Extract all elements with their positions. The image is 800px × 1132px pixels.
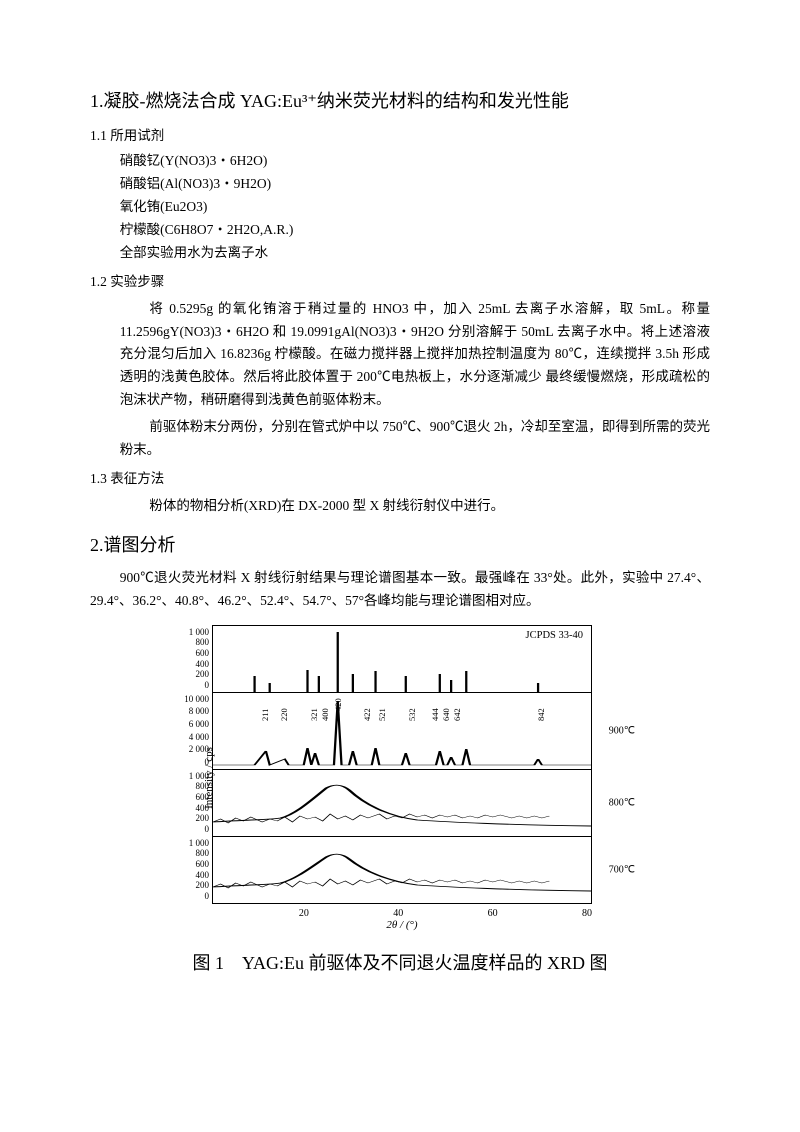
figure-caption: 图 1 YAG:Eu 前驱体及不同退火温度样品的 XRD 图	[90, 949, 710, 975]
ytick: 600	[196, 860, 210, 869]
ytick: 0	[205, 825, 210, 834]
trace-800c-icon	[213, 770, 591, 836]
panel1-yticks: 1 000 800 600 400 200 0	[167, 626, 209, 692]
jcpds-sticks-icon	[213, 626, 591, 692]
ytick: 10 000	[184, 695, 209, 704]
ytick: 800	[196, 849, 210, 858]
s12-paragraph-2: 前驱体粉末分两份，分别在管式炉中以 750℃、900℃退火 2h，冷却至室温，即…	[90, 416, 710, 462]
ytick: 800	[196, 638, 210, 647]
reagent-3: 氧化铕(Eu2O3)	[90, 196, 710, 219]
ytick: 200	[196, 670, 210, 679]
ytick: 600	[196, 649, 210, 658]
trace-900c-icon	[213, 693, 591, 769]
xrd-figure: Intensity / cps JCPDS 33-40 1 000 800 60…	[160, 625, 640, 931]
panel-jcpds: JCPDS 33-40 1 000 800 600 400 200 0	[213, 626, 591, 693]
sub-1-3-head: 1.3 表征方法	[90, 468, 710, 491]
ytick: 400	[196, 804, 210, 813]
ytick: 0	[205, 892, 210, 901]
s2-paragraph-1: 900℃退火荧光材料 X 射线衍射结果与理论谱图基本一致。最强峰在 33°处。此…	[90, 567, 710, 613]
reagent-1: 硝酸钇(Y(NO3)3・6H2O)	[90, 150, 710, 173]
x-axis-ticks: . 20 40 60 80	[212, 904, 592, 919]
reagent-2: 硝酸铝(Al(NO3)3・9H2O)	[90, 173, 710, 196]
ytick: 800	[196, 782, 210, 791]
panel-700c: 1 000 800 600 400 200 0 700℃	[213, 837, 591, 904]
ytick: 600	[196, 793, 210, 802]
ytick: 1 000	[189, 772, 209, 781]
ytick: 400	[196, 871, 210, 880]
xtick: 60	[488, 908, 498, 919]
sub-1-1-head: 1.1 所用试剂	[90, 125, 710, 148]
panel2-yticks: 10 000 8 000 6 000 4 000 2 000 0	[167, 693, 209, 769]
ytick: 200	[196, 881, 210, 890]
panel4-right-label: 700℃	[609, 864, 635, 875]
xtick: 80	[582, 908, 592, 919]
reagent-4: 柠檬酸(C6H8O7・2H2O,A.R.)	[90, 219, 710, 242]
ytick: 8 000	[189, 707, 209, 716]
panel2-right-label: 900℃	[609, 725, 635, 736]
section2-title: 2.谱图分析	[90, 532, 710, 559]
ytick: 200	[196, 814, 210, 823]
ytick: 4 000	[189, 733, 209, 742]
s13-paragraph-1: 粉体的物相分析(XRD)在 DX-2000 型 X 射线衍射仪中进行。	[90, 495, 710, 518]
xtick: 40	[393, 908, 403, 919]
x-axis-label: 2θ / (°)	[212, 919, 592, 931]
ytick: 0	[205, 681, 210, 690]
trace-700c-icon	[213, 837, 591, 903]
ytick: 1 000	[189, 839, 209, 848]
panel-800c: 1 000 800 600 400 200 0 800℃	[213, 770, 591, 837]
section1-title: 1.凝胶-燃烧法合成 YAG:Eu³⁺纳米荧光材料的结构和发光性能	[90, 88, 710, 115]
ytick: 2 000	[189, 745, 209, 754]
reagent-5: 全部实验用水为去离子水	[90, 242, 710, 265]
sub-1-2-head: 1.2 实验步骤	[90, 271, 710, 294]
panel3-yticks: 1 000 800 600 400 200 0	[167, 770, 209, 836]
ytick: 6 000	[189, 720, 209, 729]
panel3-right-label: 800℃	[609, 797, 635, 808]
s12-paragraph-1: 将 0.5295g 的氧化铕溶于稍过量的 HNO3 中，加入 25mL 去离子水…	[90, 298, 710, 413]
ytick: 0	[205, 758, 210, 767]
ytick: 400	[196, 660, 210, 669]
panel4-yticks: 1 000 800 600 400 200 0	[167, 837, 209, 903]
panel-900c: 10 000 8 000 6 000 4 000 2 000 0 900℃ 21…	[213, 693, 591, 770]
xtick: 20	[299, 908, 309, 919]
ytick: 1 000	[189, 628, 209, 637]
